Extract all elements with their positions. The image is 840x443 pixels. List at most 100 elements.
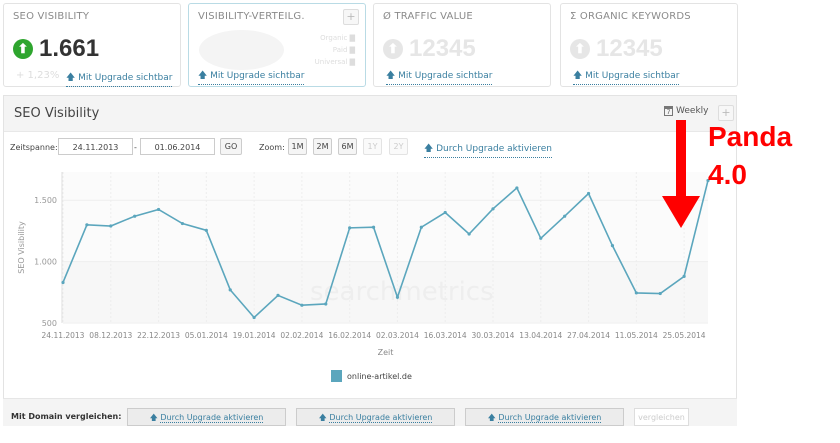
zoom-label: Zoom: [259, 143, 285, 152]
data-point [610, 244, 615, 248]
card-title: Σ ORGANIC KEYWORDS [570, 11, 691, 22]
data-point [467, 232, 471, 236]
x-tick-label: 02.03.2014 [376, 331, 419, 340]
y-tick-label: 1.500 [34, 196, 57, 205]
data-point [300, 303, 304, 307]
data-point [180, 221, 185, 226]
upgrade-link[interactable]: 🡅 Durch Upgrade aktivieren [424, 141, 552, 158]
arrow-up-circle-icon: ⬆ [570, 39, 590, 59]
data-point [539, 236, 543, 240]
compare-label: Mit Domain vergleichen: [11, 412, 122, 421]
x-tick-label: 30.03.2014 [472, 331, 515, 340]
compare-button[interactable]: vergleichen [634, 408, 689, 426]
card-seo-visibility: SEO VISIBILITY ⬆ 1.661 + 1,23% 🡅 Mit Upgr… [3, 3, 181, 87]
x-tick-label: 24.11.2013 [42, 331, 85, 340]
x-tick-label: 19.01.2014 [233, 331, 276, 340]
panel-title: SEO Visibility [14, 106, 100, 121]
data-point [109, 224, 113, 228]
data-point [348, 226, 352, 230]
interval-selector[interactable]: 7 Weekly [664, 106, 708, 116]
calendar-icon: 7 [664, 106, 673, 116]
y-tick-label: 1.000 [34, 258, 57, 267]
chart-legend[interactable]: online-artikel.de [331, 370, 412, 382]
pie-placeholder [199, 30, 284, 70]
series-line [62, 180, 709, 319]
data-point [371, 225, 376, 229]
data-point [156, 207, 161, 212]
go-button[interactable]: GO [220, 138, 242, 155]
data-point [658, 291, 662, 296]
data-point [61, 280, 65, 285]
data-point [586, 191, 591, 196]
add-button[interactable]: + [343, 9, 359, 25]
x-tick-label: 13.04.2014 [519, 331, 562, 340]
date-from-input[interactable]: 24.11.2013 [58, 138, 133, 155]
data-point [682, 274, 686, 278]
panda-annotation: Panda 4.0 [708, 121, 793, 190]
data-point [228, 288, 232, 292]
card-visibility-distribution[interactable]: VISIBILITY-VERTEILG. + Organic ▇ Paid ▇ Un… [188, 3, 366, 87]
x-tick-label: 16.02.2014 [328, 331, 371, 340]
compare-slot-1[interactable]: 🡅 Durch Upgrade aktivieren [127, 408, 286, 426]
pie-legend: Organic ▇ Paid ▇ Universal ▇ [314, 34, 355, 66]
card-title: Ø TRAFFIC VALUE [383, 11, 473, 22]
compare-slot-2[interactable]: 🡅 Durch Upgrade aktivieren [296, 408, 455, 426]
arrow-up-circle-icon: ⬆ [383, 39, 403, 59]
zoom-2y-button[interactable]: 2Y [389, 138, 408, 155]
plot-band [63, 261, 708, 322]
add-button[interactable]: + [718, 105, 734, 121]
range-label: Zeitspanne: [10, 143, 58, 152]
data-point [252, 315, 256, 320]
data-point [634, 291, 638, 295]
x-tick-label: 08.12.2013 [89, 331, 132, 340]
data-point [276, 293, 280, 297]
x-axis-title: Zeit [378, 348, 394, 357]
data-point [395, 295, 400, 299]
data-point [515, 186, 519, 190]
upgrade-link[interactable]: 🡅 Mit Upgrade sichtbar [198, 68, 305, 85]
data-point [443, 210, 447, 215]
data-point [324, 302, 328, 306]
compare-slot-3[interactable]: 🡅 Durch Upgrade aktivieren [465, 408, 624, 426]
legend-swatch [331, 370, 342, 382]
card-title: SEO VISIBILITY [13, 11, 90, 22]
visibility-value: 1.661 [39, 35, 100, 62]
card-title: VISIBILITY-VERTEILG. [198, 11, 305, 22]
x-tick-label: 22.12.2013 [137, 331, 180, 340]
card-organic-keywords: Σ ORGANIC KEYWORDS ⬆ 12345 🡅 Mit Upgrade … [560, 3, 738, 87]
keywords-value: 12345 [596, 35, 663, 62]
arrow-head-icon [662, 196, 700, 228]
x-tick-label: 11.05.2014 [615, 331, 658, 340]
y-tick-label: 500 [42, 319, 57, 328]
data-point [85, 223, 89, 227]
x-tick-label: 02.02.2014 [280, 331, 323, 340]
arrow-up-circle-icon: ⬆ [13, 39, 33, 59]
date-to-input[interactable]: 01.06.2014 [140, 138, 215, 155]
data-point [419, 225, 423, 229]
upgrade-link[interactable]: 🡅 Mit Upgrade sichtbar [386, 68, 493, 85]
data-point [491, 207, 495, 211]
upgrade-link[interactable]: 🡅 Mit Upgrade sichtbar [573, 68, 680, 85]
traffic-value: 12345 [409, 35, 476, 62]
card-traffic-value: Ø TRAFFIC VALUE ⬆ 12345 🡅 Mit Upgrade sic… [373, 3, 551, 87]
zoom-1y-button[interactable]: 1Y [363, 138, 382, 155]
legend-label: online-artikel.de [347, 371, 412, 381]
zoom-6m-button[interactable]: 6M [338, 138, 357, 155]
date-separator: - [134, 143, 137, 152]
upgrade-link[interactable]: 🡅 Mit Upgrade sichtbar [66, 70, 173, 87]
data-point [133, 214, 137, 218]
watermark: searchmetrics [310, 277, 494, 307]
x-tick-label: 27.04.2014 [567, 331, 610, 340]
x-tick-label: 05.01.2014 [185, 331, 228, 340]
data-point [204, 228, 208, 232]
change-percent: + 1,23% [16, 70, 60, 81]
x-tick-label: 16.03.2014 [424, 331, 467, 340]
zoom-1m-button[interactable]: 1M [288, 138, 307, 155]
data-point [563, 214, 567, 218]
data-point [706, 178, 710, 183]
arrow-down-icon [676, 120, 686, 198]
y-axis-title: SEO Visibility [17, 221, 26, 274]
zoom-2m-button[interactable]: 2M [313, 138, 332, 155]
x-tick-label: 25.05.2014 [663, 331, 706, 340]
